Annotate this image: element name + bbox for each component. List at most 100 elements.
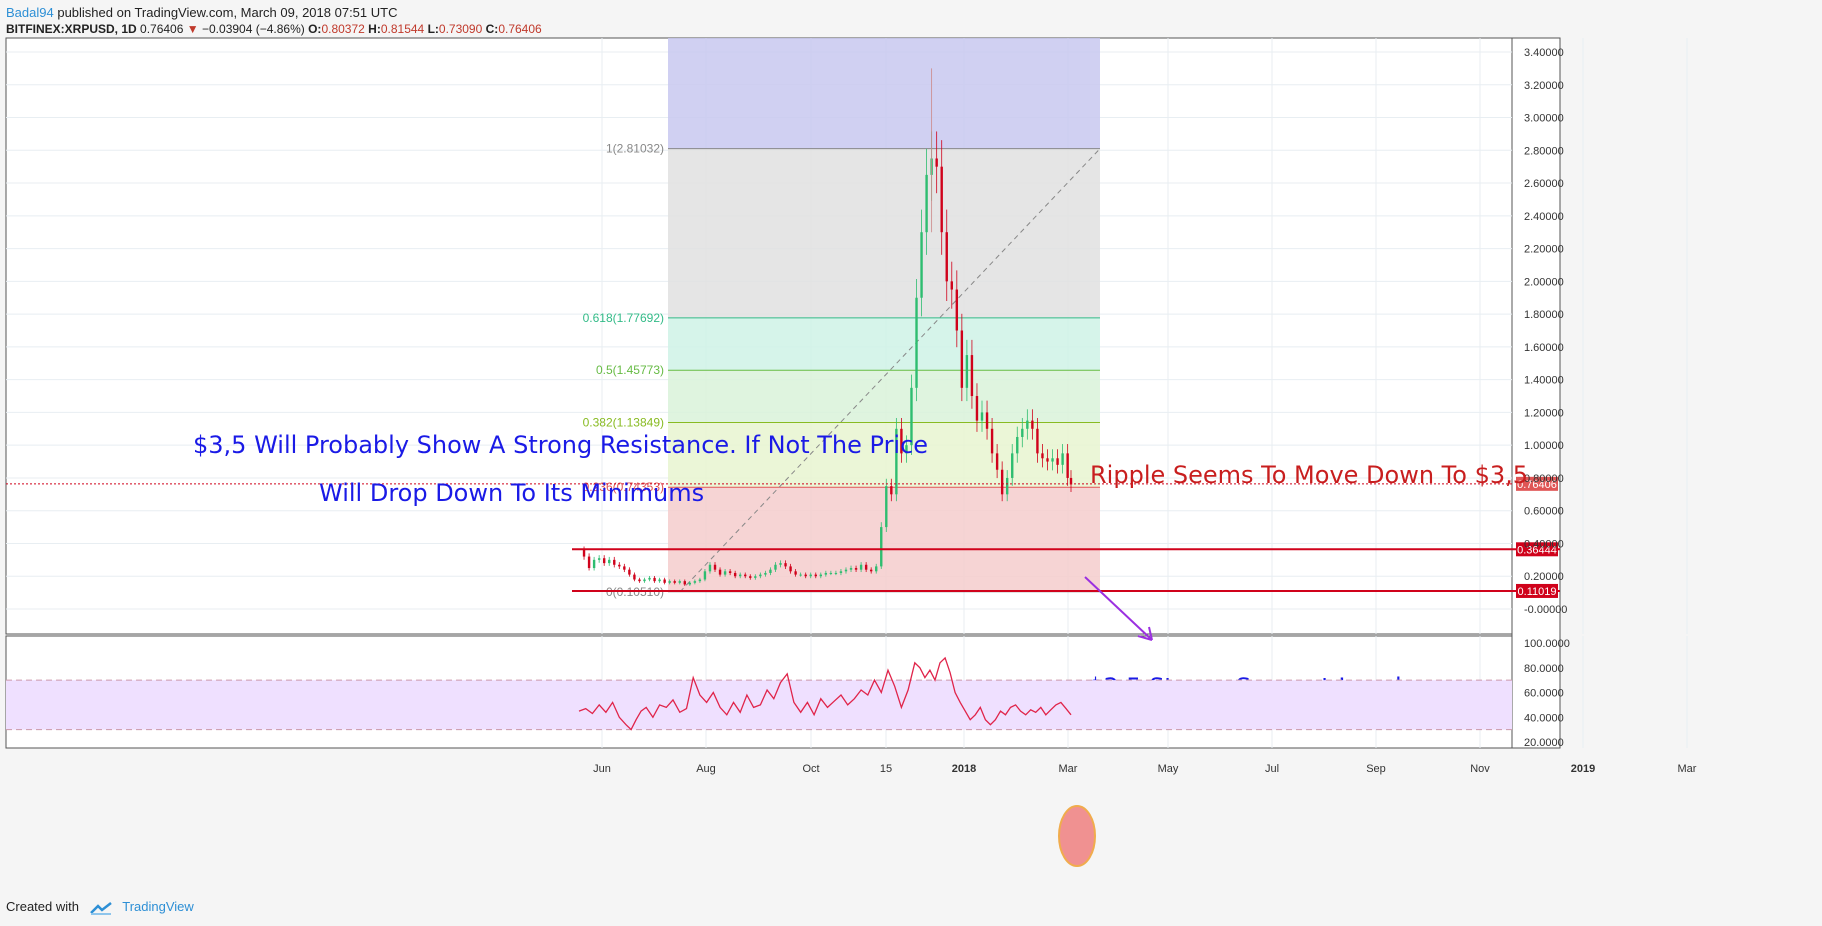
time-axis-tick: Mar bbox=[1059, 763, 1078, 775]
symbol-line: BITFINEX:XRPUSD, 1D 0.76406 ▼ −0.03904 (… bbox=[6, 21, 542, 38]
price-axis-tick: 3.00000 bbox=[1524, 113, 1564, 125]
tradingview-link[interactable]: TradingView bbox=[122, 899, 194, 914]
candle-body bbox=[587, 556, 591, 569]
fib-level-label: 0.382(1.13849) bbox=[583, 415, 664, 429]
low-value: 0.73090 bbox=[438, 22, 483, 36]
candle-body bbox=[864, 564, 868, 570]
last-price: 0.76406 bbox=[140, 22, 184, 36]
candle-body bbox=[985, 412, 989, 429]
candle-body bbox=[1041, 453, 1044, 459]
candle-body bbox=[915, 297, 918, 388]
candle-body bbox=[633, 574, 636, 580]
candle-body bbox=[774, 564, 777, 570]
annotation-minimums[interactable]: Will Drop Down To Its Minimums bbox=[319, 479, 704, 507]
candle-body bbox=[1011, 453, 1014, 478]
candle-body bbox=[859, 564, 863, 570]
candle-body bbox=[814, 574, 817, 577]
publish-info: published on TradingView.com, March 09, … bbox=[57, 5, 398, 20]
open-value: 0.80372 bbox=[321, 22, 365, 36]
candle-body bbox=[1051, 458, 1054, 462]
low-label: L: bbox=[427, 22, 439, 36]
candle-body bbox=[728, 571, 732, 573]
candle-body bbox=[970, 355, 974, 397]
candle-body bbox=[960, 330, 964, 388]
price-axis-tick: 2.60000 bbox=[1524, 178, 1564, 190]
price-axis-tick: 1.20000 bbox=[1524, 407, 1564, 419]
candle-body bbox=[990, 428, 994, 454]
candle-body bbox=[880, 527, 883, 567]
candle-body bbox=[834, 572, 838, 574]
candle-body bbox=[613, 559, 616, 565]
fib-zone bbox=[668, 370, 1100, 423]
candle-body bbox=[643, 579, 646, 582]
rsi-line[interactable] bbox=[578, 656, 1072, 731]
candle-body bbox=[723, 571, 727, 575]
fib-level-label: 0.5(1.45773) bbox=[596, 363, 664, 377]
time-axis-tick: Jul bbox=[1265, 763, 1279, 775]
candle-body bbox=[940, 166, 943, 233]
candle-body bbox=[708, 564, 712, 572]
publish-line: Badal94 published on TradingView.com, Ma… bbox=[6, 4, 542, 21]
author-link[interactable]: Badal94 bbox=[6, 5, 54, 20]
candle-body bbox=[658, 579, 661, 582]
candle-body bbox=[1016, 436, 1019, 454]
time-axis-tick: 15 bbox=[880, 763, 892, 775]
time-axis-tick: Mar bbox=[1678, 763, 1697, 775]
price-axis-tick: 2.80000 bbox=[1524, 145, 1564, 157]
candle-body bbox=[1021, 428, 1024, 437]
candle-body bbox=[663, 579, 666, 583]
candle-body bbox=[965, 355, 969, 388]
candle-body bbox=[1066, 453, 1069, 478]
candle-body bbox=[718, 569, 722, 575]
candle-body bbox=[764, 572, 767, 575]
candle-body bbox=[995, 453, 999, 470]
candle-body bbox=[683, 581, 686, 585]
price-axis-tick: 0.40000 bbox=[1524, 538, 1564, 550]
rsi-axis-tick: 40.0000 bbox=[1524, 712, 1564, 724]
candle-body bbox=[638, 579, 641, 582]
candle-body bbox=[749, 576, 752, 578]
candle-body bbox=[759, 574, 762, 577]
candle-body bbox=[910, 387, 913, 446]
high-label: H: bbox=[368, 22, 381, 36]
candle-body bbox=[935, 158, 938, 167]
price-axis-badge bbox=[1516, 542, 1558, 557]
fib-trend-line[interactable] bbox=[679, 148, 1101, 593]
price-axis-tick: 2.40000 bbox=[1524, 211, 1564, 223]
candle-body bbox=[819, 574, 823, 577]
trend-arrow[interactable] bbox=[1084, 576, 1153, 641]
time-axis-tick: Oct bbox=[802, 763, 819, 775]
candle-body bbox=[1026, 420, 1029, 429]
price-axis-tick: 3.20000 bbox=[1524, 80, 1564, 92]
candle-body bbox=[582, 550, 586, 557]
rsi-axis-tick: 80.0000 bbox=[1524, 663, 1564, 675]
symbol-label: BITFINEX:XRPUSD, 1D bbox=[6, 22, 137, 36]
candle-body bbox=[905, 445, 908, 454]
rsi-highlight-ellipse[interactable] bbox=[1058, 805, 1096, 867]
candle-body bbox=[1005, 477, 1009, 495]
candle-body bbox=[739, 574, 742, 577]
candle-body bbox=[875, 566, 878, 572]
candle-body bbox=[744, 574, 747, 577]
chart-header: Badal94 published on TradingView.com, Ma… bbox=[6, 4, 542, 38]
price-axis-pane bbox=[1511, 37, 1561, 749]
high-value: 0.81544 bbox=[380, 22, 425, 36]
price-axis-tick: 0.60000 bbox=[1524, 506, 1564, 518]
annotation-move-down[interactable]: Ripple Seems To Move Down To $3,5 bbox=[1090, 461, 1528, 489]
footer: Created with TradingView bbox=[6, 899, 194, 915]
price-axis-tick: 1.80000 bbox=[1524, 309, 1564, 321]
price-axis-tick: -0.00000 bbox=[1524, 604, 1567, 616]
price-axis-tick: 1.60000 bbox=[1524, 342, 1564, 354]
time-axis-tick: Aug bbox=[696, 763, 716, 775]
candle-body bbox=[779, 563, 782, 565]
fib-zone-top bbox=[668, 38, 1100, 149]
candle-body bbox=[885, 486, 888, 528]
tradingview-logo-icon bbox=[89, 901, 112, 915]
candle-body bbox=[648, 577, 651, 580]
candle-body bbox=[1031, 420, 1034, 429]
candle-body bbox=[804, 574, 807, 577]
annotation-resistance[interactable]: $3,5 Will Probably Show A Strong Resista… bbox=[193, 431, 928, 459]
price-axis-tick: 0.80000 bbox=[1524, 473, 1564, 485]
candle-body bbox=[653, 577, 656, 582]
